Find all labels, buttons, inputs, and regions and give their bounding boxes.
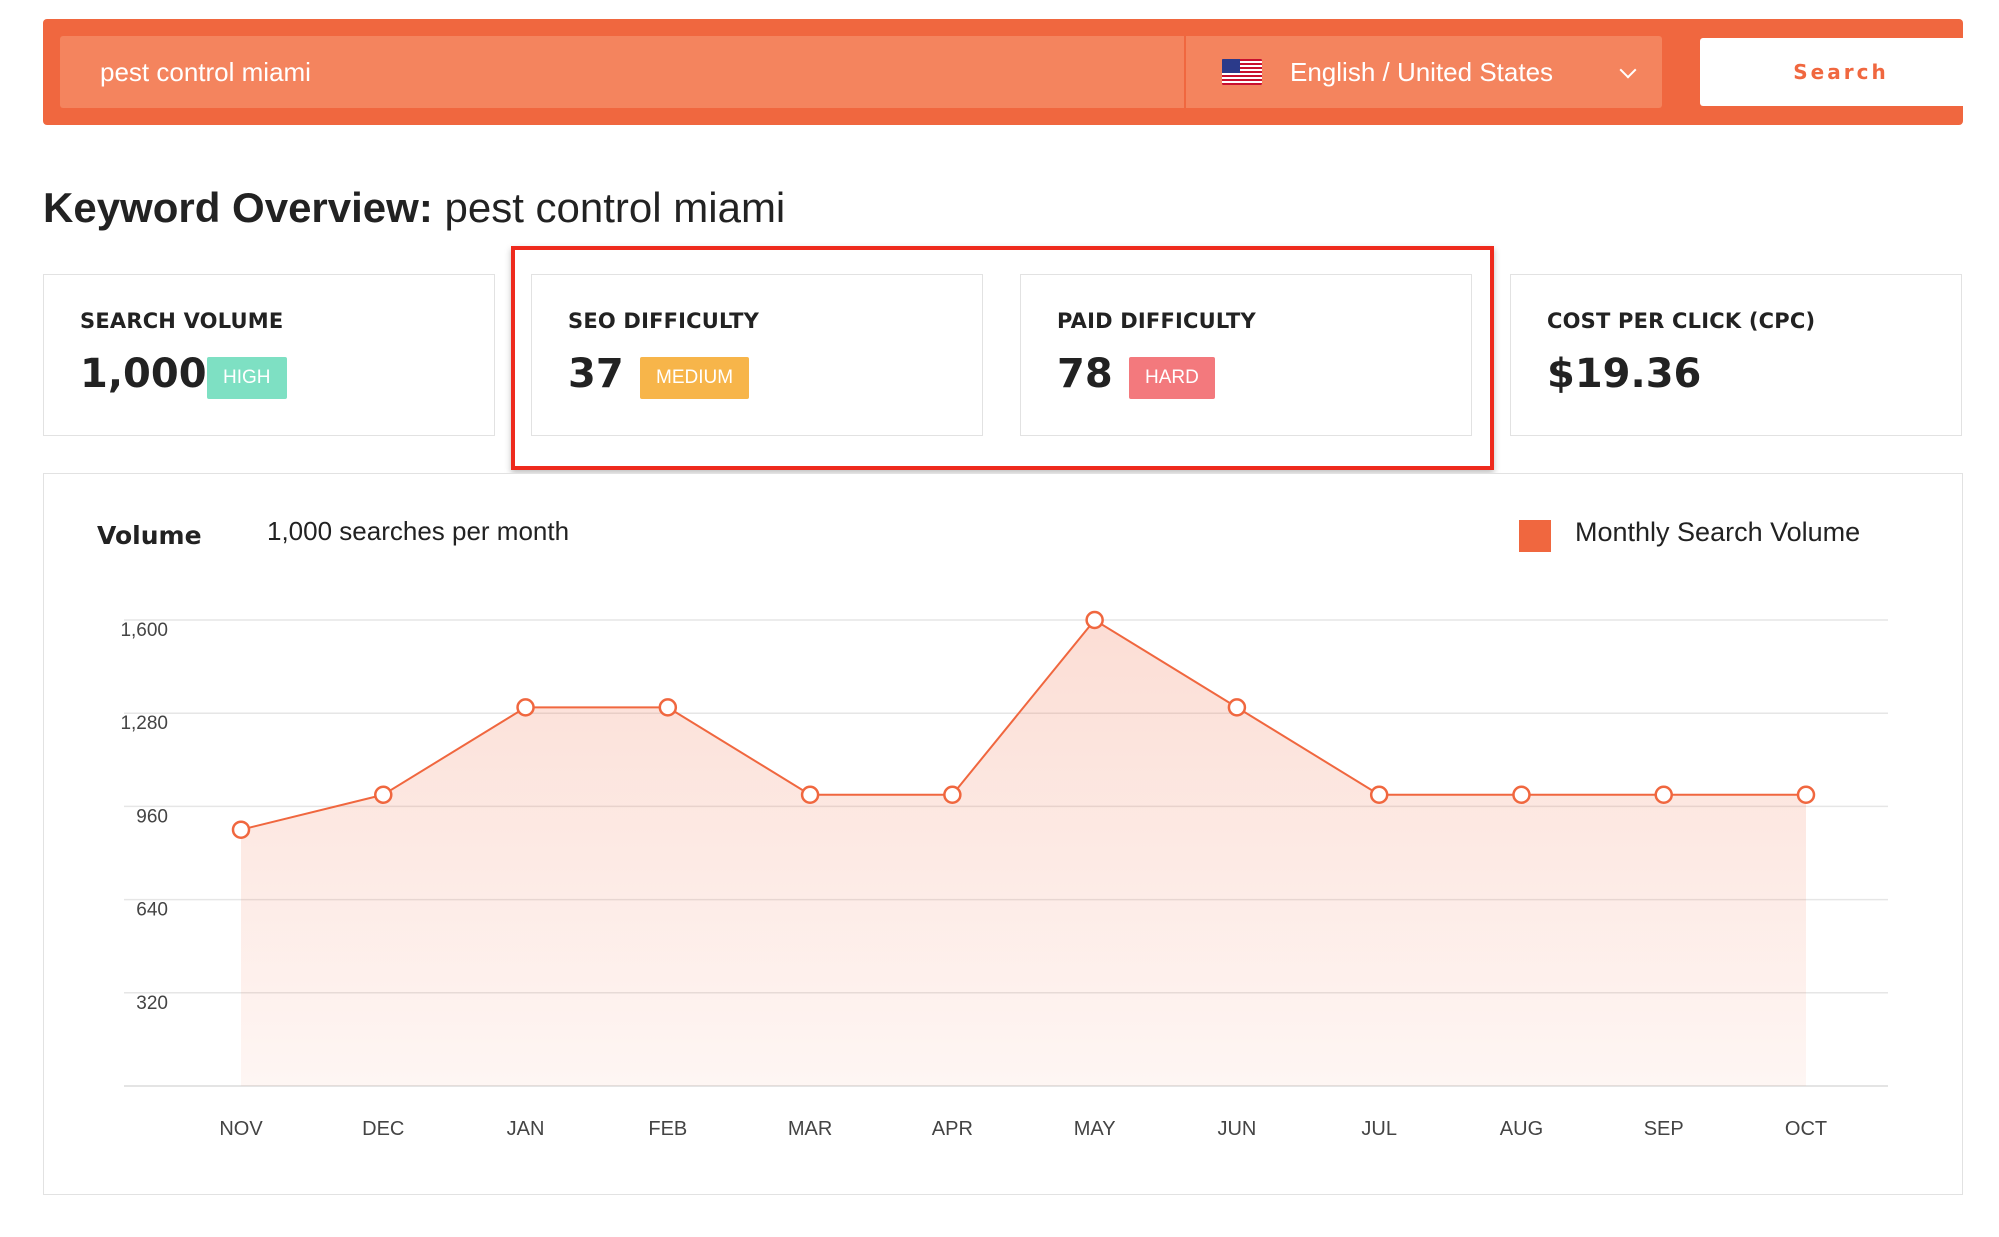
y-tick-label: 960 xyxy=(136,806,168,827)
y-tick-label: 1,280 xyxy=(120,713,168,734)
x-tick-label: SEP xyxy=(1644,1118,1684,1140)
volume-subtitle: 1,000 searches per month xyxy=(267,516,570,546)
page-title: Keyword Overview: pest control miami xyxy=(43,184,785,232)
page-title-lead: Keyword Overview: xyxy=(43,184,433,231)
card-value: 37 xyxy=(568,351,624,397)
cpc-card: COST PER CLICK (CPC) $19.36 xyxy=(1510,274,1962,436)
data-point xyxy=(658,698,678,717)
status-badge: HIGH xyxy=(207,357,287,399)
x-tick-label: JUN xyxy=(1217,1118,1256,1140)
data-point xyxy=(1512,785,1531,804)
x-tick-label: DEC xyxy=(362,1118,404,1140)
card-label: SEO DIFFICULTY xyxy=(568,309,760,333)
data-point xyxy=(516,698,535,717)
data-point xyxy=(800,785,820,804)
locale-label: English / United States xyxy=(1290,56,1554,87)
data-point xyxy=(1369,785,1389,804)
status-badge: HARD xyxy=(1129,357,1215,399)
seo-difficulty-card: SEO DIFFICULTY 37 MEDIUM xyxy=(531,274,983,436)
search-volume-card: SEARCH VOLUME 1,000 HIGH xyxy=(43,274,495,436)
x-tick-label: FEB xyxy=(648,1118,687,1140)
volume-chart: 320 640 960 1,280 1,600 NOV DEC JAN FEB MAR APR MAY… xyxy=(120,610,1888,1140)
y-tick-label: 1,600 xyxy=(120,620,168,641)
data-point xyxy=(1227,698,1247,717)
card-label: SEARCH VOLUME xyxy=(80,309,284,333)
search-input[interactable] xyxy=(60,36,1184,108)
status-badge: MEDIUM xyxy=(640,357,750,399)
chevron-down-icon xyxy=(1619,61,1637,79)
paid-difficulty-card: PAID DIFFICULTY 78 HARD xyxy=(1020,274,1472,436)
highlight-box xyxy=(511,246,1494,470)
series-area xyxy=(241,620,1806,1086)
data-point xyxy=(1085,610,1104,630)
page-title-keyword: pest control miami xyxy=(444,184,786,231)
x-tick-label: MAR xyxy=(788,1118,832,1140)
x-tick-label: AUG xyxy=(1500,1118,1543,1140)
x-tick-label: NOV xyxy=(219,1118,263,1140)
x-tick-label: APR xyxy=(932,1118,973,1140)
card-label: COST PER CLICK (CPC) xyxy=(1547,309,1816,333)
us-flag-icon xyxy=(1222,59,1262,85)
series-line xyxy=(240,618,1806,831)
search-bar: English / United States Search xyxy=(43,19,1982,125)
data-point xyxy=(374,785,393,804)
search-button[interactable]: Search xyxy=(1700,38,1982,106)
legend-swatch xyxy=(1519,520,1551,552)
data-point xyxy=(1796,785,1816,804)
card-label: PAID DIFFICULTY xyxy=(1057,309,1256,333)
data-point xyxy=(231,820,251,839)
card-value: 78 xyxy=(1057,351,1113,397)
x-tick-label: OCT xyxy=(1785,1118,1827,1140)
y-tick-label: 320 xyxy=(136,993,168,1014)
data-point xyxy=(943,785,962,804)
x-tick-label: MAY xyxy=(1074,1118,1116,1140)
x-tick-label: JAN xyxy=(507,1118,545,1140)
y-tick-label: 640 xyxy=(136,900,168,921)
card-value: 1,000 xyxy=(80,351,207,397)
locale-select[interactable]: English / United States xyxy=(1186,36,1662,108)
legend-label: Monthly Search Volume xyxy=(1575,517,1861,547)
x-tick-label: JUL xyxy=(1361,1118,1397,1140)
volume-chart-panel: Volume 1,000 searches per month Monthly … xyxy=(43,473,1963,1195)
data-point xyxy=(1654,785,1673,804)
card-value: $19.36 xyxy=(1547,351,1702,397)
volume-title: Volume xyxy=(97,521,202,550)
